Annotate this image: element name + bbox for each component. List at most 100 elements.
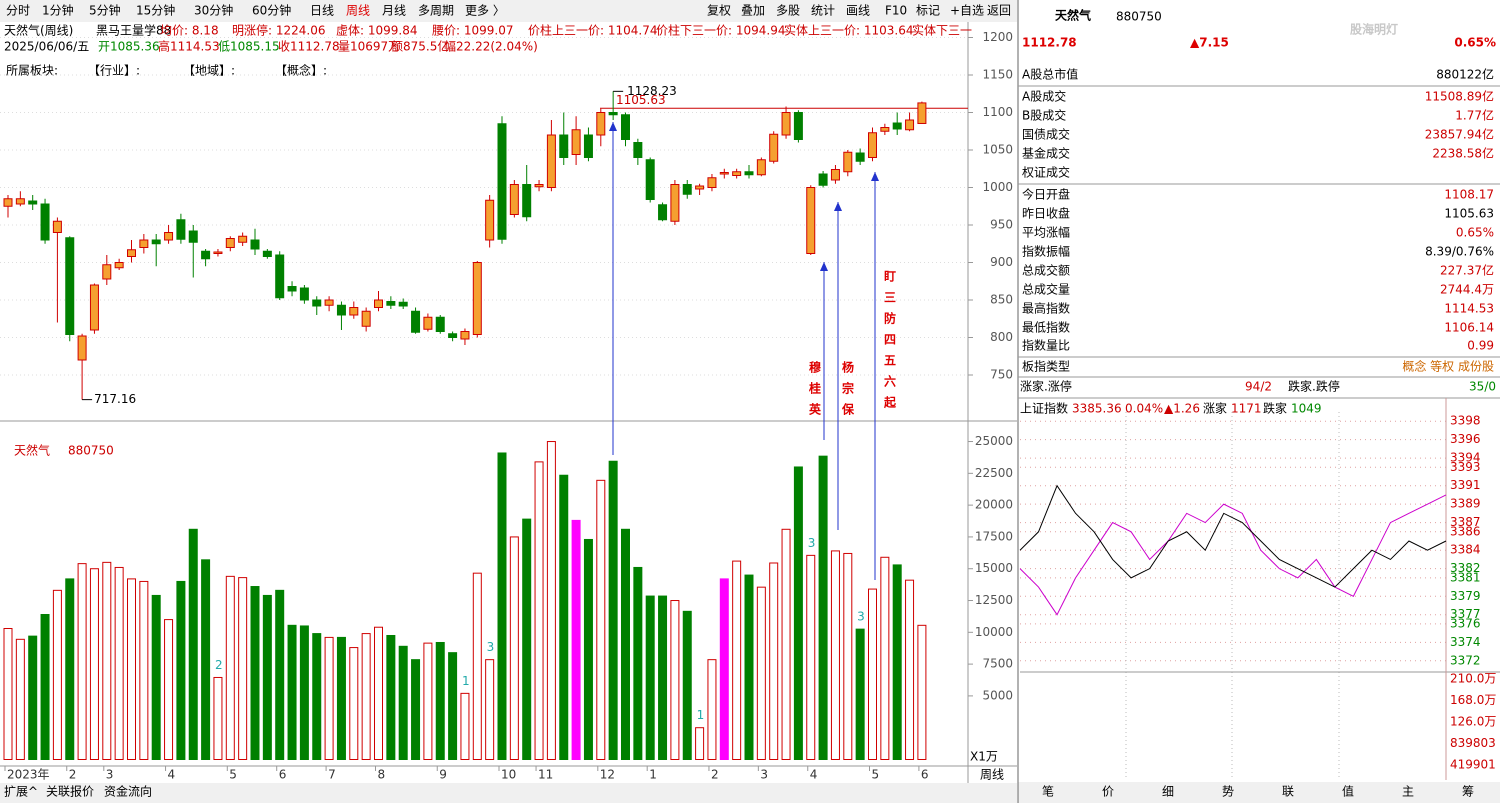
candle-body [349, 307, 359, 316]
volume-bar [275, 589, 285, 761]
period-tab[interactable]: 5分钟 [89, 3, 121, 18]
candle-body [621, 114, 630, 140]
volume-bar [806, 554, 816, 760]
bottom-tab[interactable]: 扩展^ [4, 785, 38, 799]
intraday-tick-label: 3374 [1450, 635, 1481, 649]
x-tick-label: 3 [760, 768, 768, 782]
intraday-header: 3385.36 [1072, 402, 1122, 416]
x-tick-label: 6 [279, 768, 287, 782]
tool-button[interactable]: 标记 [916, 4, 940, 18]
candle-body [855, 152, 865, 162]
annotation: 防 [884, 311, 896, 326]
candle-body [336, 304, 346, 316]
volume-bar [225, 575, 235, 760]
x-tick-label: 2 [711, 768, 719, 782]
x-tick-label: 6 [921, 768, 929, 782]
panel-tab[interactable]: 值 [1342, 784, 1354, 799]
period-tab[interactable]: 更多 〉 [465, 4, 505, 18]
candle-body [843, 151, 853, 173]
volume-bar [299, 625, 309, 760]
stat-label: 基金成交 [1022, 146, 1070, 161]
x-tick-label: 5 [872, 768, 880, 782]
volume-bar [830, 550, 840, 760]
ohlc-text: 2025/06/06/五 [4, 40, 89, 54]
candle-body [65, 237, 75, 335]
period-tab[interactable]: 60分钟 [252, 3, 291, 18]
y-tick-label: 1150 [982, 68, 1013, 82]
candle-body [793, 112, 803, 140]
candle-body [485, 199, 495, 241]
volume-bar [682, 610, 692, 760]
period-tab[interactable]: 15分钟 [136, 3, 175, 18]
volume-label: 168.0万 [1450, 693, 1496, 707]
tool-button[interactable]: 多股 [776, 4, 800, 18]
tool-button[interactable]: 画线 [846, 4, 870, 18]
volume-bar [769, 562, 779, 760]
panel-tab[interactable]: 筹 [1462, 785, 1474, 799]
volume-bar [250, 586, 260, 760]
period-tab[interactable]: 日线 [310, 4, 334, 18]
board-label: 涨家.涨停 [1020, 379, 1072, 394]
quote-name: 天然气 [1055, 8, 1091, 23]
candle-body [164, 232, 174, 241]
volume-bar [608, 460, 618, 760]
volume-bar [732, 560, 742, 760]
period-tab[interactable]: 1分钟 [42, 3, 74, 18]
indicator-text: 天然气(周线) [4, 23, 73, 38]
tool-button[interactable]: F10 [885, 4, 907, 18]
annotation: 三 [884, 291, 896, 305]
stat-value: 1114.53 [1444, 302, 1494, 316]
x-tick-label: 9 [439, 768, 447, 782]
x-tick-label: 11 [538, 768, 553, 782]
candle-body [769, 133, 779, 162]
candle-body [139, 239, 149, 248]
candle-body [781, 112, 791, 136]
panel-tab[interactable]: 势 [1222, 785, 1234, 799]
volume-bar [127, 578, 136, 761]
candle-body [312, 299, 322, 307]
candle-body [534, 184, 544, 188]
volume-label: 126.0万 [1450, 715, 1496, 729]
volume-bar [509, 536, 519, 760]
annotation: 杨 [842, 360, 854, 375]
tool-button[interactable]: 复权 [707, 4, 731, 18]
period-tab[interactable]: 周线 [346, 4, 370, 18]
stat-label: A股总市值 [1022, 67, 1078, 82]
indicator-text: 价柱上三一价: 1104.74 [528, 23, 657, 38]
tool-button[interactable]: 叠加 [741, 4, 765, 18]
volume-bar [633, 566, 643, 760]
candle-body [546, 134, 556, 188]
panel-tab[interactable]: 价 [1102, 785, 1114, 799]
volume-bar [423, 642, 433, 760]
bottom-tab[interactable]: 关联报价 [46, 784, 94, 799]
tab-bar [1018, 782, 1500, 803]
tool-button[interactable]: 统计 [811, 4, 835, 18]
stat-value: 880122亿 [1436, 67, 1494, 82]
ohlc-text: 幅22.22(2.04%) [444, 39, 538, 54]
period-tab[interactable]: 30分钟 [194, 3, 233, 18]
intraday-header: 上证指数 [1020, 401, 1068, 416]
candle-body [818, 173, 828, 186]
intraday-header: ▲1.26 [1164, 402, 1200, 416]
candle-body [188, 230, 198, 243]
panel-tab[interactable]: 笔 [1042, 784, 1054, 799]
annotation: 宗 [842, 381, 854, 396]
indicator-text: 明涨停: 1224.06 [232, 23, 325, 38]
volume-bar [917, 624, 927, 760]
candle-body [213, 251, 223, 254]
volume-note: 2 [215, 658, 223, 672]
volume-bar [719, 578, 729, 761]
tool-button[interactable]: +自选 [950, 4, 984, 18]
panel-tab[interactable]: 细 [1162, 785, 1174, 799]
bottom-tab[interactable]: 资金流向 [104, 784, 152, 799]
tool-button[interactable]: 返回 [987, 4, 1011, 18]
period-tab[interactable]: 分时 [6, 4, 30, 18]
volume-bar [386, 634, 396, 760]
ohlc-text: 量10697万 [338, 40, 400, 54]
panel-tab[interactable]: 联 [1282, 785, 1294, 799]
period-tab[interactable]: 多周期 [418, 4, 454, 18]
stat-label: 国债成交 [1022, 127, 1070, 142]
stat-label: 指数振幅 [1022, 244, 1070, 259]
period-tab[interactable]: 月线 [382, 4, 406, 18]
panel-tab[interactable]: 主 [1402, 785, 1414, 799]
